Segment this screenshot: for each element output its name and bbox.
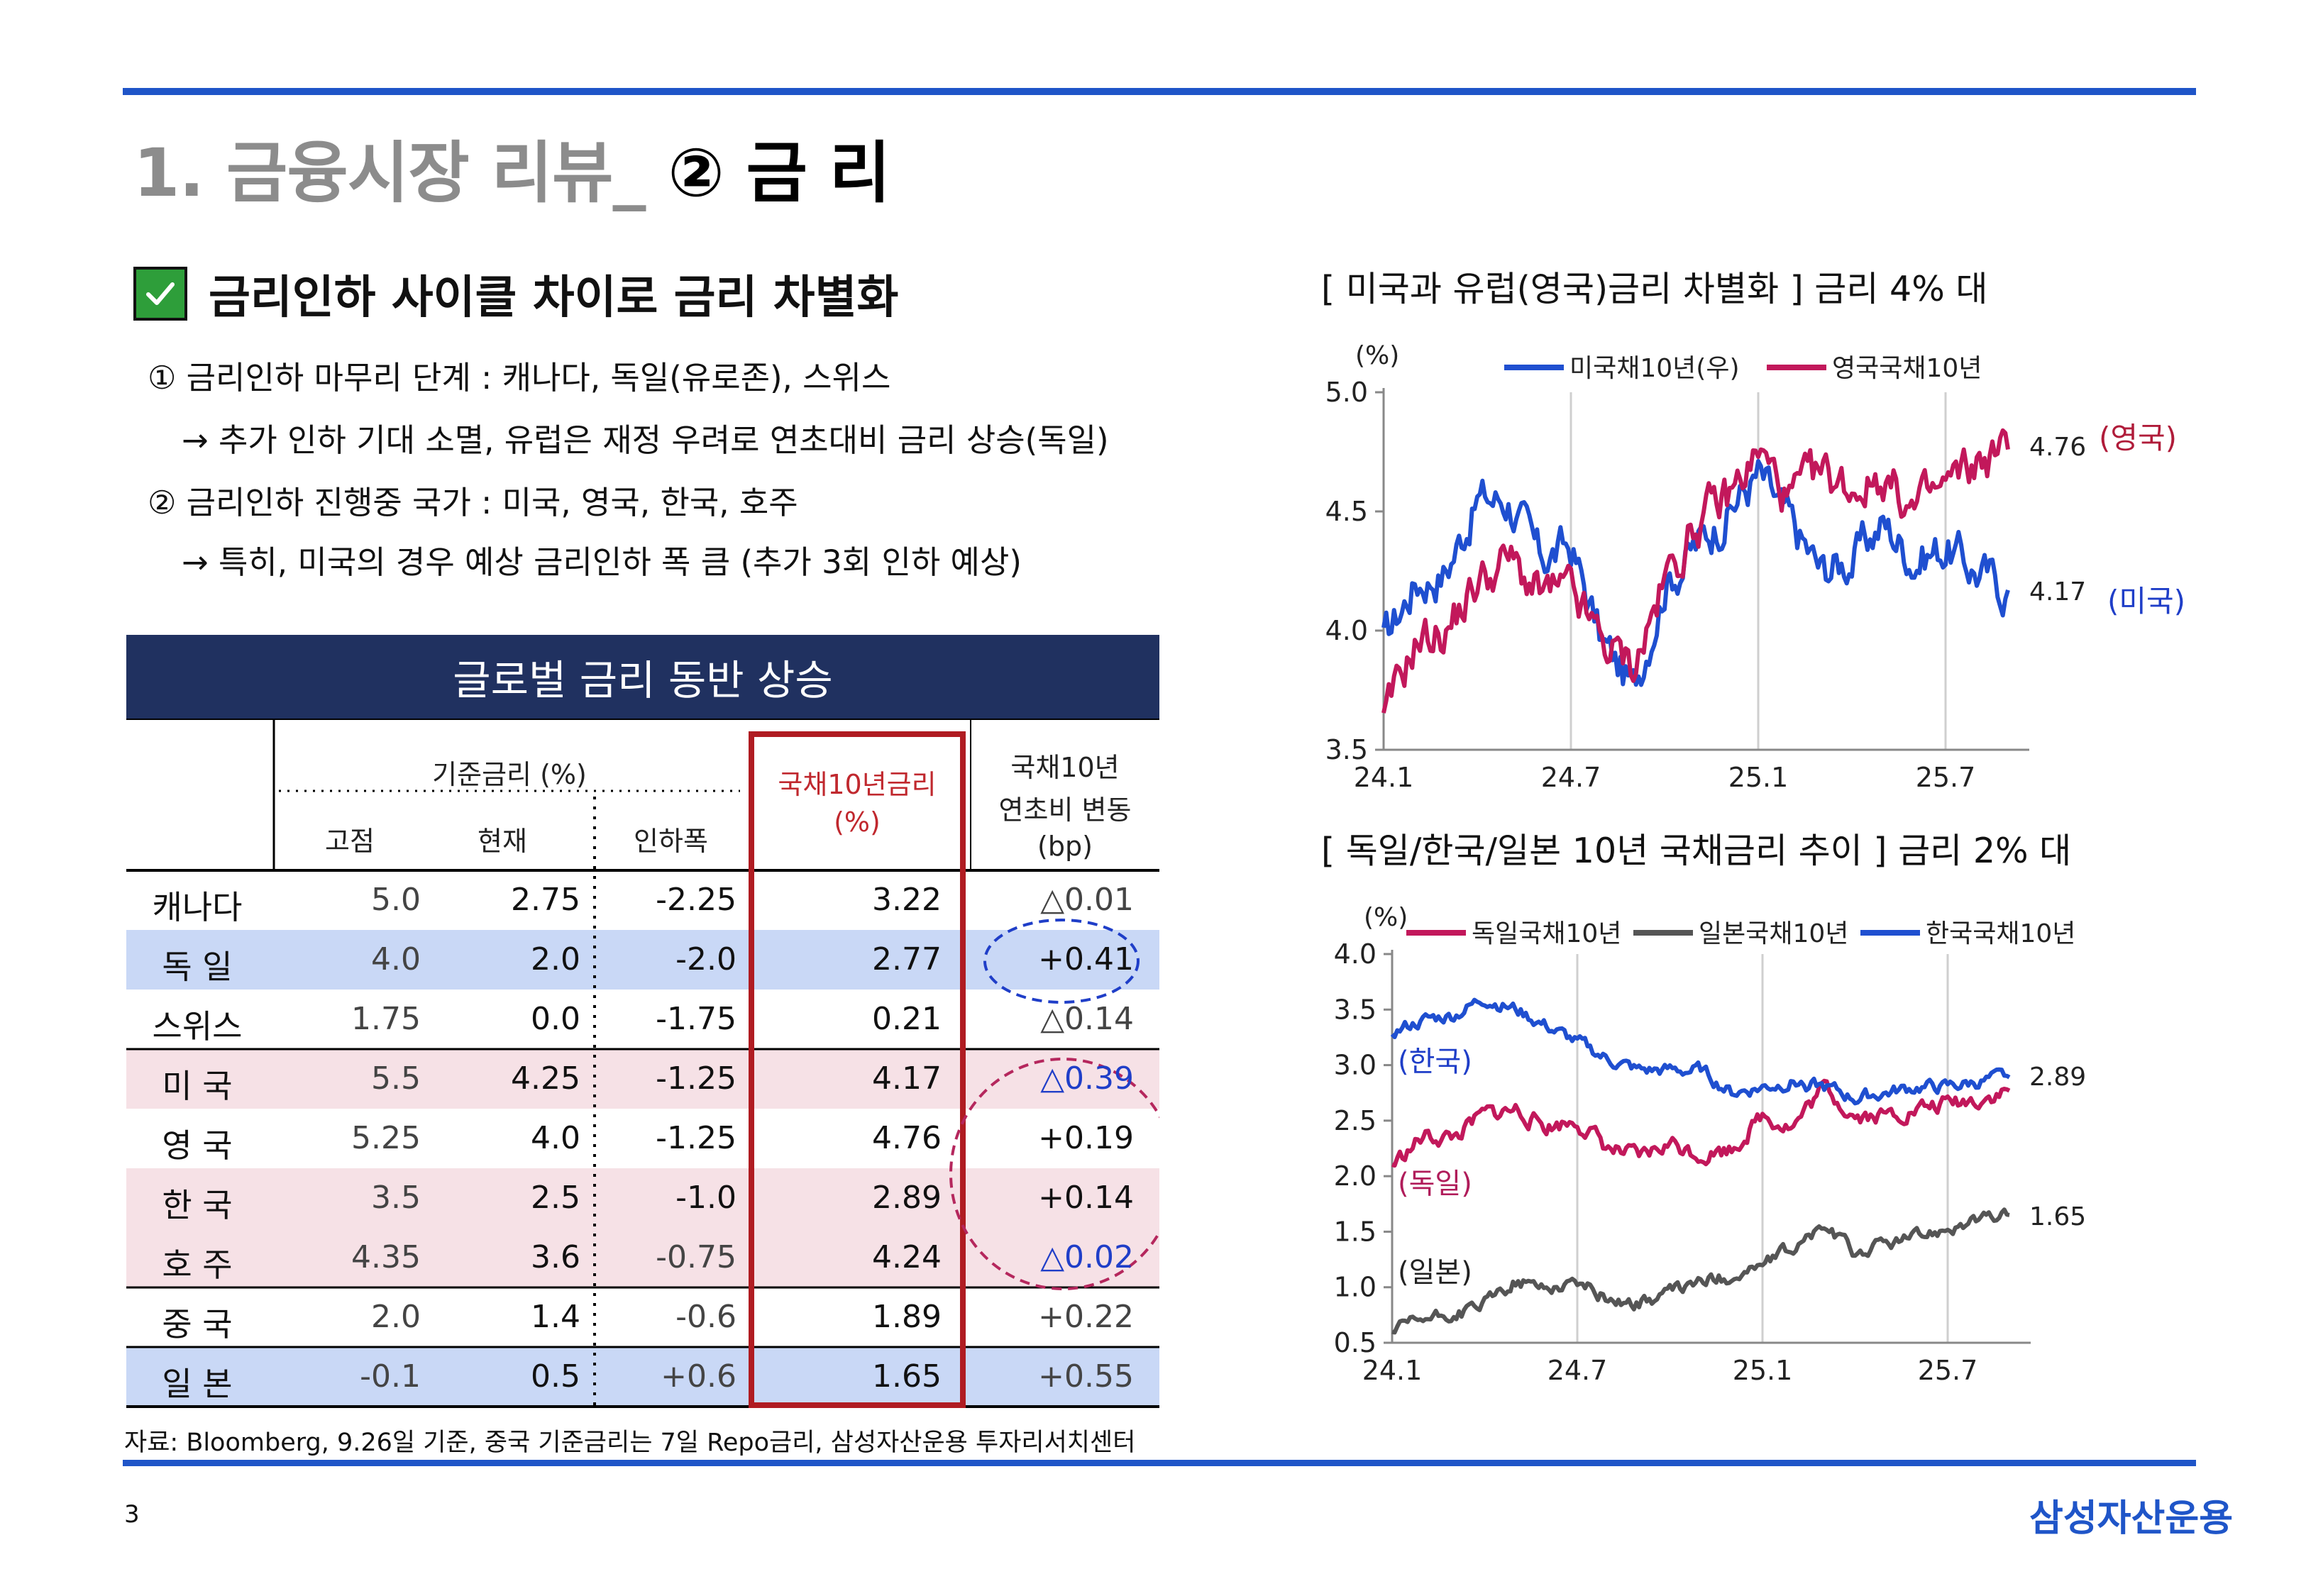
headline: 금리인하 사이클 차이로 금리 차별화 <box>133 261 898 326</box>
series-line-1 <box>1391 1078 2011 1168</box>
legend-label-1: 미국채10년(우) <box>1569 354 1740 383</box>
y-tick-label: 4.0 <box>1325 615 1368 646</box>
header-current: 현재 <box>478 826 527 857</box>
series-line-2 <box>1391 1207 2010 1335</box>
x-tick-label: 25.1 <box>1728 762 1789 793</box>
x-tick-label: 24.1 <box>1354 762 1414 793</box>
bullet-2: ② 금리인하 진행중 국가 : 미국, 영국, 한국, 호주 <box>148 484 798 521</box>
source-note: 자료: Bloomberg, 9.26일 기준, 중국 기준금리는 7일 Rep… <box>124 1429 1136 1457</box>
row-band-germany <box>126 930 1159 990</box>
x-tick-label: 24.7 <box>1548 1355 1608 1386</box>
legend-label-1: 독일국채10년 <box>1472 919 1621 948</box>
legend-label-2: 일본국채10년 <box>1699 919 1848 948</box>
y-tick-label: 3.5 <box>1325 734 1368 765</box>
y-tick-label: 3.5 <box>1334 994 1377 1025</box>
header-change-1: 국채10년 <box>1010 752 1120 783</box>
end-tag-us: (미국) <box>2107 584 2185 619</box>
title-suffix: ② 금 리 <box>668 135 890 212</box>
header-10y-yield: 국채10년금리 <box>778 769 937 800</box>
chart1-title: [ 미국과 유럽(영국)금리 차별화 ] 금리 4% 대 <box>1321 269 1988 309</box>
y-tick-label: 1.0 <box>1334 1272 1377 1303</box>
header-peak: 고점 <box>325 826 375 857</box>
chart2-de-kr-jp-yields: 24.1 24.7 25.1 25.7 4.0 3.5 3.0 2.5 2.0 1.5 1.0 0.5… <box>1334 903 2087 1386</box>
series-line-1 <box>1381 459 2010 687</box>
chart2-title: [ 독일/한국/일본 10년 국채금리 추이 ] 금리 2% 대 <box>1321 831 2072 871</box>
row-band-kr-au <box>126 1168 1159 1287</box>
bullet-1-sub: → 추가 인하 기대 소멸, 유럽은 재정 우려로 연초대비 금리 상승(독일) <box>182 421 1109 459</box>
end-value-uk: 4.76 <box>2029 433 2086 462</box>
page-number: 3 <box>124 1500 140 1529</box>
x-tick-label: 25.1 <box>1733 1355 1793 1386</box>
brand-logo: 삼성자산운용 <box>2029 1497 2234 1540</box>
y-tick-label: 1.5 <box>1334 1216 1377 1247</box>
end-tag-uk: (영국) <box>2099 421 2177 455</box>
header-10y-unit: (%) <box>834 807 881 838</box>
top-rule <box>123 88 2196 95</box>
checkbox-icon <box>133 267 187 321</box>
y-unit-label: (%) <box>1364 903 1408 932</box>
legend-label-2: 영국국채10년 <box>1832 354 1982 383</box>
series-tag-japan: (일본) <box>1398 1256 1472 1289</box>
end-value-us: 4.17 <box>2029 577 2086 606</box>
y-tick-label: 3.0 <box>1334 1050 1377 1081</box>
table-grid-lines <box>126 719 1159 1408</box>
y-unit-label: (%) <box>1355 341 1399 370</box>
end-value-kr: 2.89 <box>2029 1063 2086 1092</box>
bullet-2-sub: → 특히, 미국의 경우 예상 금리인하 폭 큼 (추가 3회 인하 예상) <box>182 543 1022 581</box>
bullet-1: ① 금리인하 마무리 단계 : 캐나다, 독일(유로존), 스위스 <box>148 359 891 397</box>
series-line-3 <box>1390 997 2011 1106</box>
y-tick-label: 2.0 <box>1334 1160 1377 1192</box>
header-cut: 인하폭 <box>634 826 708 857</box>
series-tag-germany: (독일) <box>1398 1168 1472 1200</box>
series-line-2 <box>1381 428 2010 714</box>
legend-label-3: 한국국채10년 <box>1926 919 2075 948</box>
rates-table: 기준금리 (%) 고점 현재 인하폭 국채10년금리 (%) 국채10년 연초비… <box>126 719 1159 1410</box>
header-change-3: (bp) <box>1037 831 1093 862</box>
x-tick-label: 24.1 <box>1362 1355 1423 1386</box>
row-band-us <box>126 1049 1159 1109</box>
header-change-2: 연초비 변동 <box>998 794 1132 826</box>
end-value-jp: 1.65 <box>2029 1202 2086 1231</box>
y-tick-label: 4.5 <box>1325 496 1368 527</box>
x-tick-label: 24.7 <box>1541 762 1601 793</box>
y-tick-label: 2.5 <box>1334 1105 1377 1136</box>
slide-title: 1. 금융시장 리뷰_ ② 금 리 <box>133 119 890 216</box>
row-band-japan <box>126 1347 1159 1407</box>
y-tick-label: 5.0 <box>1325 377 1368 408</box>
header-policy-rate: 기준금리 (%) <box>432 759 587 790</box>
y-tick-label: 4.0 <box>1334 938 1377 970</box>
series-tag-korea: (한국) <box>1398 1046 1472 1078</box>
title-prefix: 1. 금융시장 리뷰_ <box>133 135 646 212</box>
headline-text: 금리인하 사이클 차이로 금리 차별화 <box>209 272 899 324</box>
x-tick-label: 25.7 <box>1916 762 1976 793</box>
chart1-us-uk-yields: 24.1 24.7 25.1 25.7 5.0 4.5 4.0 3.5 (%) 미국채10년(우)… <box>1325 341 2186 793</box>
bottom-rule <box>123 1460 2196 1466</box>
x-tick-label: 25.7 <box>1918 1355 1978 1386</box>
table-banner: 글로벌 금리 동반 상승 <box>126 635 1159 719</box>
y-tick-label: 0.5 <box>1334 1327 1377 1358</box>
